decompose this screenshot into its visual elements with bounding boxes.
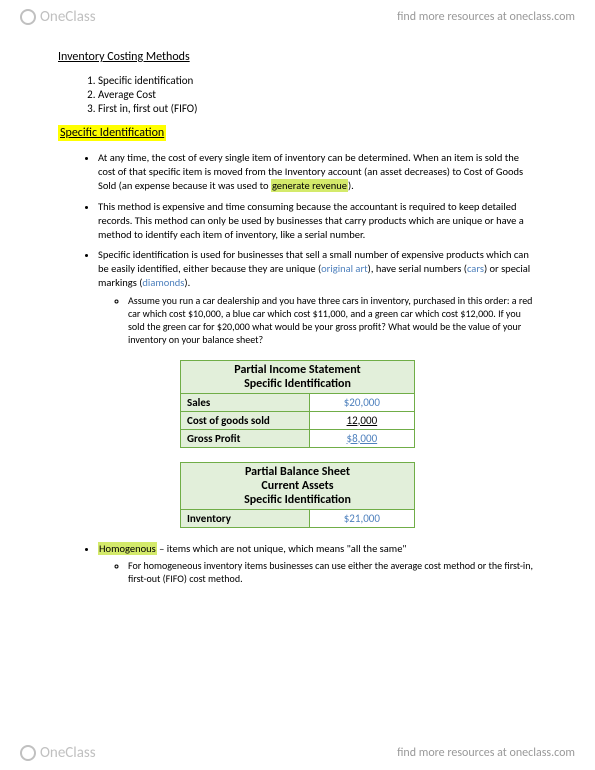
logo-text: OneClass: [40, 8, 96, 26]
highlight-text: generate revenue: [271, 179, 348, 192]
row-value: $8,000: [309, 429, 414, 447]
document-body: Inventory Costing Methods Specific ident…: [0, 0, 595, 631]
logo-icon: [20, 9, 36, 25]
methods-list: Specific identification Average Cost Fir…: [98, 74, 537, 115]
balance-sheet-table: Partial Balance Sheet Current Assets Spe…: [180, 462, 415, 528]
header-link[interactable]: find more resources at oneclass.com: [397, 10, 575, 24]
logo-bottom: OneClass: [20, 744, 96, 762]
sub-bullet-list: For homogeneous inventory items business…: [128, 559, 537, 585]
row-value: $20,000: [309, 393, 414, 411]
example-text: cars: [467, 262, 484, 275]
table-subtitle: Specific Identification: [187, 493, 408, 507]
list-item: First in, first out (FIFO): [98, 102, 537, 115]
sub-bullet-item: For homogeneous inventory items business…: [128, 559, 537, 585]
logo-icon: [20, 745, 36, 761]
text: – items which are not unique, which mean…: [157, 542, 407, 555]
row-label: Sales: [181, 393, 310, 411]
text: ).: [348, 179, 354, 192]
bullet-list-2: Homogenous – items which are not unique,…: [98, 542, 537, 585]
bullet-list: At any time, the cost of every single it…: [98, 151, 537, 346]
text: ).: [184, 276, 190, 289]
table-title: Partial Income Statement: [187, 363, 408, 377]
table-subtitle: Current Assets: [187, 479, 408, 493]
footer-link[interactable]: find more resources at oneclass.com: [397, 746, 575, 760]
sub-bullet-item: Assume you run a car dealership and you …: [128, 294, 537, 346]
bullet-item: This method is expensive and time consum…: [98, 200, 537, 243]
logo-text: OneClass: [40, 744, 96, 762]
bullet-item: Specific identification is used for busi…: [98, 248, 537, 346]
highlight-text: Homogenous: [98, 542, 157, 555]
row-label: Gross Profit: [181, 429, 310, 447]
sub-bullet-list: Assume you run a car dealership and you …: [128, 294, 537, 346]
income-statement-table: Partial Income Statement Specific Identi…: [180, 360, 415, 448]
table-header: Partial Balance Sheet Current Assets Spe…: [181, 462, 415, 509]
table-title: Partial Balance Sheet: [187, 465, 408, 479]
row-value: 12,000: [309, 411, 414, 429]
table-header: Partial Income Statement Specific Identi…: [181, 360, 415, 393]
balance-table-wrap: Partial Balance Sheet Current Assets Spe…: [58, 462, 537, 528]
example-text: diamonds: [142, 276, 184, 289]
list-item: Average Cost: [98, 88, 537, 101]
row-label: Inventory: [181, 509, 310, 527]
logo-top: OneClass: [20, 8, 96, 26]
section-heading: Specific Identification: [58, 125, 166, 141]
row-label: Cost of goods sold: [181, 411, 310, 429]
bullet-item: At any time, the cost of every single it…: [98, 151, 537, 194]
text: ), have serial numbers (: [368, 262, 467, 275]
bullet-item: Homogenous – items which are not unique,…: [98, 542, 537, 585]
example-text: original art: [321, 262, 368, 275]
page-header: OneClass find more resources at oneclass…: [0, 0, 595, 34]
page-title: Inventory Costing Methods: [58, 50, 537, 64]
page-footer: OneClass find more resources at oneclass…: [0, 736, 595, 770]
table-subtitle: Specific Identification: [187, 377, 408, 391]
income-table-wrap: Partial Income Statement Specific Identi…: [58, 360, 537, 448]
list-item: Specific identification: [98, 74, 537, 87]
row-value: $21,000: [309, 509, 414, 527]
